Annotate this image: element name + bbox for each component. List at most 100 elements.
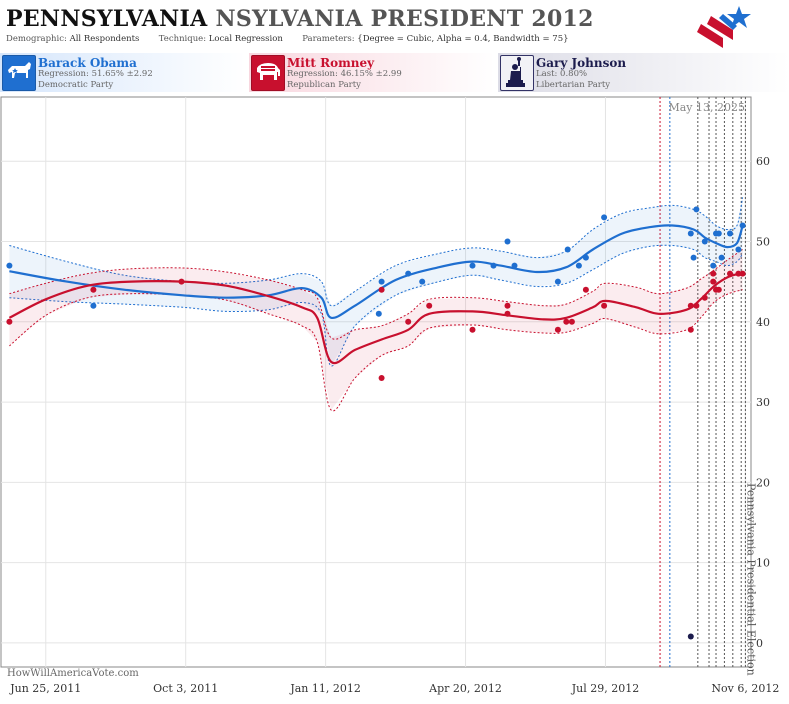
mitt-romney-poll-point (715, 286, 722, 293)
x-tick-label: Jun 25, 2011 (9, 682, 81, 695)
mitt-romney-poll-point (6, 318, 13, 325)
mitt-romney-poll-point (739, 270, 746, 277)
mitt-romney-poll-point (568, 318, 575, 325)
parameters-label: Parameters: (302, 34, 355, 44)
candidate-party: Democratic Party (38, 80, 114, 90)
x-tick-label: Jan 11, 2012 (289, 682, 361, 695)
demographic-label: Demographic: (6, 34, 67, 44)
mitt-romney-poll-point (469, 326, 476, 333)
mitt-romney-poll-point (601, 302, 608, 309)
mitt-romney-poll-point (727, 270, 733, 277)
mitt-romney-poll-point (710, 270, 717, 277)
chart-header: PENNSYLVANIA NSYLVANIA PRESIDENT 2012 De… (0, 0, 789, 52)
x-tick-label: Oct 3, 2011 (153, 682, 218, 695)
barack-obama-poll-point (564, 246, 571, 253)
mitt-romney-poll-point (582, 286, 589, 293)
plot-frame (0, 96, 752, 668)
x-tick-label: Nov 6, 2012 (711, 682, 779, 695)
technique-label: Technique: (158, 34, 207, 44)
y-tick-label: 10 (756, 557, 770, 570)
mitt-romney-poll-point (426, 302, 433, 309)
y-axis: 0 10 20 30 40 50 60 (756, 155, 770, 650)
elephant-icon (251, 55, 285, 91)
barack-obama-poll-point (504, 238, 511, 245)
grid (1, 97, 751, 667)
barack-obama-poll-point (739, 222, 746, 229)
barack-obama-upper-bound (9, 197, 744, 307)
poll-points (6, 206, 746, 640)
y-tick-label: 0 (756, 637, 763, 650)
candidate-stat: Regression: 51.65% ±2.92 (38, 69, 153, 79)
x-axis: Jun 25, 2011 Oct 3, 2011 Jan 11, 2012 Apr 2… (9, 682, 779, 695)
candidate-party: Libertarian Party (536, 80, 611, 90)
trend-lines (8, 224, 744, 365)
x-tick-label: Jul 29, 2012 (571, 682, 640, 695)
mitt-romney-trend-line (8, 271, 743, 365)
barack-obama-poll-point (718, 254, 725, 261)
date-label: May 13, 2025 (668, 101, 745, 114)
barack-obama-poll-point (687, 230, 694, 237)
candidate-card-obama[interactable]: Barack Obama Regression: 51.65% ±2.92 De… (0, 53, 246, 92)
mitt-romney-poll-point (563, 318, 570, 325)
gary-johnson-poll-point (687, 633, 694, 640)
mitt-romney-poll-point (378, 375, 385, 381)
candidate-party: Republican Party (287, 80, 361, 90)
barack-obama-poll-point (715, 230, 722, 237)
barack-obama-poll-point (575, 262, 582, 269)
mitt-romney-poll-point (90, 286, 97, 293)
barack-obama-poll-point (693, 206, 700, 213)
mitt-romney-poll-point (701, 294, 708, 301)
y-tick-label: 50 (756, 236, 770, 249)
barack-obama-poll-point (582, 254, 589, 261)
barack-obama-poll-point (701, 238, 708, 245)
election-label: Pennsylvania Presidential Election (744, 483, 757, 676)
mitt-romney-upper-bound (9, 249, 743, 340)
barack-obama-poll-point (378, 278, 385, 285)
barack-obama-confidence-band (9, 197, 743, 366)
poll-chart: 0 10 20 30 40 50 60 Jun 25, 2011 Oct 3, 2011 Jan… (0, 96, 779, 695)
mitt-romney-poll-point (504, 302, 511, 309)
mitt-romney-poll-point (693, 302, 700, 309)
parameters-line: Demographic: All Respondents Technique: … (6, 34, 569, 44)
mitt-romney-poll-point (687, 326, 694, 333)
chart-title: PENNSYLVANIA NSYLVANIA PRESIDENT 2012 (6, 6, 594, 32)
mitt-romney-confidence-band (9, 249, 743, 411)
candidate-card-romney[interactable]: Mitt Romney Regression: 46.15% ±2.99 Rep… (249, 53, 495, 92)
y-tick-label: 40 (756, 316, 770, 329)
barack-obama-poll-point (735, 246, 742, 253)
mitt-romney-poll-point (378, 286, 385, 293)
mitt-romney-poll-point (554, 326, 561, 333)
site-credit: HowWillAmericaVote.com (7, 668, 139, 679)
candidate-name: Mitt Romney (287, 56, 375, 70)
mitt-romney-poll-point (504, 310, 511, 317)
mitt-romney-poll-point (735, 270, 742, 277)
confidence-bands (9, 197, 744, 412)
barack-obama-poll-point (405, 270, 412, 277)
donkey-icon (2, 55, 36, 91)
barack-obama-poll-point (6, 262, 13, 269)
statue-of-liberty-icon (500, 55, 534, 91)
y-tick-label: 30 (756, 396, 770, 409)
candidate-name: Barack Obama (38, 56, 137, 70)
barack-obama-poll-point (554, 278, 561, 285)
x-tick-label: Apr 20, 2012 (428, 682, 502, 695)
mitt-romney-poll-point (687, 302, 694, 309)
parameters-value: {Degree = Cubic, Alpha = 0.4, Bandwidth … (357, 34, 569, 44)
barack-obama-poll-point (490, 262, 497, 269)
barack-obama-poll-point (90, 302, 97, 309)
candidate-stat: Last: 0.80% (536, 69, 588, 79)
candidate-stat: Regression: 46.15% ±2.99 (287, 69, 402, 79)
demographic-value: All Respondents (69, 34, 140, 44)
barack-obama-poll-point (601, 214, 608, 221)
barack-obama-poll-point (727, 230, 733, 237)
technique-value: Local Regression (208, 34, 283, 44)
candidate-card-johnson[interactable]: Gary Johnson Last: 0.80% Libertarian Par… (498, 53, 789, 92)
barack-obama-poll-point (375, 310, 382, 317)
barack-obama-poll-point (469, 262, 476, 269)
mitt-romney-poll-point (178, 278, 185, 285)
event-lines (659, 97, 746, 667)
title-race: NSYLVANIA PRESIDENT 2012 (215, 6, 594, 32)
mitt-romney-poll-point (710, 278, 717, 285)
title-state: PENNSYLVANIA (6, 6, 208, 32)
barack-obama-poll-point (419, 278, 426, 285)
